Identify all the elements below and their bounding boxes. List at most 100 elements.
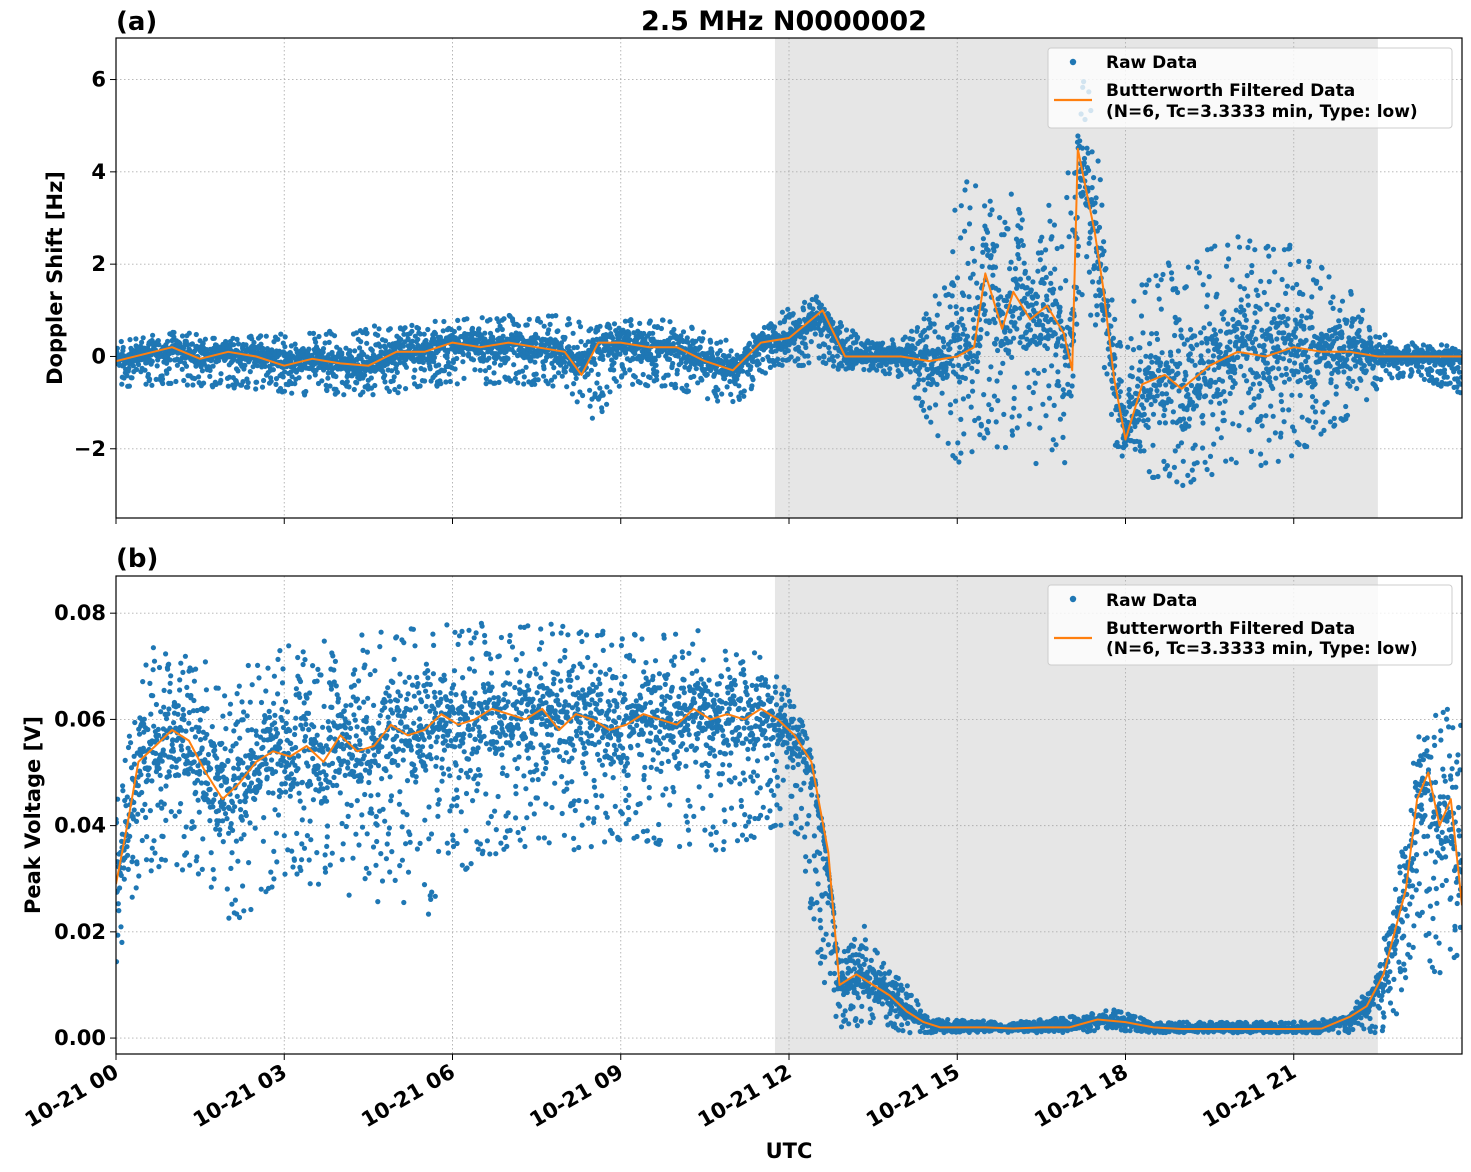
raw-data-point <box>961 326 968 332</box>
raw-data-point <box>1241 307 1247 313</box>
raw-data-point <box>961 292 967 298</box>
raw-data-point <box>1175 289 1181 296</box>
raw-data-point <box>1382 332 1388 338</box>
raw-data-point <box>628 322 634 328</box>
raw-data-point <box>1253 336 1259 342</box>
raw-data-point <box>1214 426 1221 432</box>
raw-data-point <box>1214 291 1220 297</box>
raw-data-point <box>1034 293 1041 300</box>
raw-data-point <box>306 346 312 352</box>
raw-data-point <box>1205 348 1211 354</box>
raw-data-point <box>184 341 191 348</box>
raw-data-point <box>1131 298 1137 304</box>
raw-data-point <box>1197 383 1203 389</box>
raw-data-point <box>1210 353 1216 359</box>
raw-data-point <box>949 293 955 299</box>
raw-data-point <box>653 373 660 379</box>
raw-data-point <box>364 330 370 336</box>
raw-data-point <box>950 249 956 255</box>
raw-data-point <box>832 345 838 351</box>
raw-data-point <box>984 229 991 235</box>
raw-data-point <box>454 381 460 387</box>
raw-data-point <box>1277 320 1283 326</box>
raw-data-point <box>687 364 693 370</box>
raw-data-point <box>987 198 993 204</box>
raw-data-point <box>1275 458 1281 464</box>
raw-data-point <box>1241 286 1247 292</box>
raw-data-point <box>1232 380 1238 386</box>
raw-data-point <box>1359 316 1365 322</box>
raw-data-point <box>1030 389 1036 396</box>
raw-data-point <box>1235 234 1241 240</box>
raw-data-point <box>1263 460 1269 466</box>
raw-data-point <box>968 404 974 410</box>
raw-data-point <box>446 371 452 377</box>
raw-data-point <box>803 344 809 351</box>
raw-data-point <box>394 369 400 375</box>
raw-data-point <box>1258 462 1264 468</box>
raw-data-point <box>190 382 196 388</box>
raw-data-point <box>1087 235 1093 241</box>
raw-data-point <box>1262 348 1268 354</box>
raw-data-point <box>1197 391 1203 397</box>
raw-data-point <box>727 378 733 385</box>
raw-data-point <box>483 381 489 387</box>
raw-data-point <box>306 374 312 380</box>
raw-data-point <box>118 338 124 345</box>
raw-data-point <box>472 367 478 373</box>
raw-data-point <box>684 382 690 388</box>
raw-data-point <box>910 336 916 342</box>
raw-data-point <box>1121 404 1127 410</box>
raw-data-point <box>985 418 992 425</box>
raw-data-point <box>558 340 565 346</box>
raw-data-point <box>1358 377 1364 383</box>
raw-data-point <box>263 333 269 339</box>
raw-data-point <box>1025 275 1032 281</box>
raw-data-point <box>1207 321 1213 327</box>
raw-data-point <box>671 326 677 333</box>
raw-data-point <box>1010 313 1016 319</box>
raw-data-point <box>741 388 747 394</box>
raw-data-point <box>760 331 766 337</box>
raw-data-point <box>1104 371 1110 377</box>
raw-data-point <box>1123 442 1129 448</box>
raw-data-point <box>1374 386 1380 392</box>
raw-data-point <box>1162 420 1168 426</box>
raw-data-point <box>547 321 553 327</box>
raw-data-point <box>496 379 502 385</box>
raw-data-point <box>316 333 322 340</box>
raw-data-point <box>1247 238 1253 244</box>
raw-data-point <box>1057 285 1064 291</box>
raw-data-point <box>997 215 1003 221</box>
raw-data-point <box>245 384 251 390</box>
raw-data-point <box>477 367 483 373</box>
raw-data-point <box>1193 403 1199 409</box>
raw-data-point <box>116 345 120 351</box>
raw-data-point <box>541 373 547 379</box>
raw-data-point <box>1172 332 1178 339</box>
raw-data-point <box>1286 376 1292 382</box>
raw-data-point <box>975 359 981 365</box>
raw-data-point <box>954 324 960 330</box>
raw-data-point <box>405 336 411 342</box>
raw-data-point <box>616 383 622 389</box>
raw-data-point <box>1185 472 1191 478</box>
raw-data-point <box>654 377 660 383</box>
raw-data-point <box>724 384 730 390</box>
raw-data-point <box>1299 313 1305 319</box>
raw-data-point <box>760 356 766 363</box>
raw-data-point <box>292 381 298 387</box>
raw-data-point <box>977 343 983 349</box>
raw-data-point <box>1002 444 1009 451</box>
raw-data-point <box>987 212 993 218</box>
raw-data-point <box>270 367 276 373</box>
raw-data-point <box>377 343 383 350</box>
raw-data-point <box>834 353 841 359</box>
raw-data-point <box>1097 177 1103 183</box>
raw-data-point <box>1212 243 1218 249</box>
raw-data-point <box>149 358 155 364</box>
raw-data-point <box>230 335 236 341</box>
raw-data-point <box>1333 384 1339 390</box>
raw-data-point <box>273 376 280 382</box>
raw-data-point <box>611 321 618 327</box>
